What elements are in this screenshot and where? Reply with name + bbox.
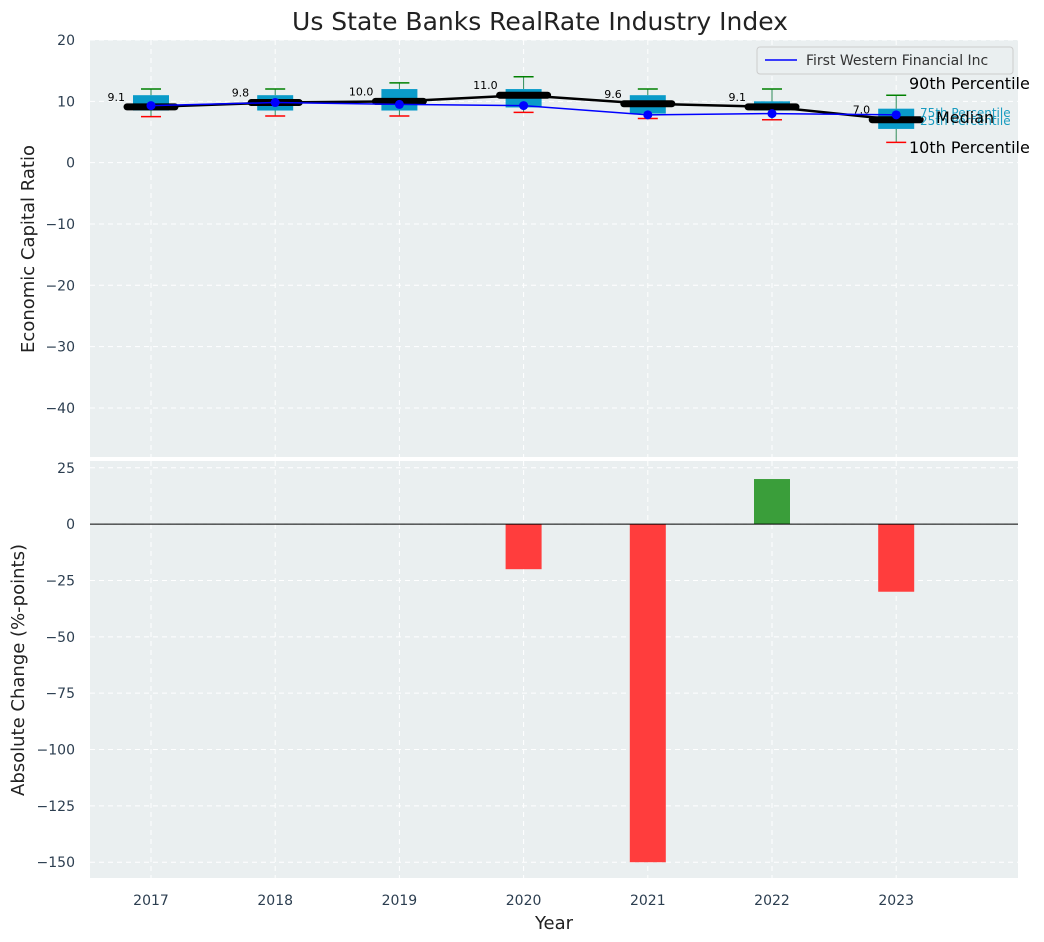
- x-tick-2022: 2022: [754, 893, 790, 909]
- top-y-ticks: 20 10 0 −10 −20 −30 −40: [45, 33, 75, 417]
- median-label-2019: 10.0: [349, 85, 374, 98]
- bottom-panel: 25 0 −25 −50 −75 −100 −125 −150 Absolute Change…: [8, 461, 1018, 934]
- median-label-2020: 11.0: [473, 79, 498, 92]
- bottom-y-tick-label: −50: [45, 630, 75, 646]
- bottom-y-tick-label: −100: [37, 743, 75, 759]
- bar-2022: [754, 479, 790, 525]
- legend-label: First Western Financial Inc: [806, 53, 988, 69]
- x-tick-2019: 2019: [382, 893, 418, 909]
- label-10th-percentile: 10th Percentile: [909, 138, 1030, 157]
- top-y-tick-label: −40: [45, 401, 75, 417]
- bar-2021: [629, 524, 666, 863]
- median-value-labels: 9.1 9.8 10.0 11.0 9.6 9.1 7.0: [108, 79, 871, 117]
- bottom-gridlines: [90, 461, 1018, 878]
- top-y-tick-label: 0: [66, 156, 75, 172]
- top-gridlines: [90, 39, 1018, 457]
- label-75th-percentile: 75th Percentile: [920, 106, 1011, 120]
- bottom-y-tick-label: 25: [57, 461, 75, 477]
- bottom-y-tick-label: −150: [37, 855, 75, 871]
- top-y-axis-label: Economic Capital Ratio: [18, 145, 39, 353]
- legend-box: [756, 46, 1014, 75]
- label-90th-percentile: 90th Percentile: [909, 74, 1030, 93]
- x-tick-2020: 2020: [506, 893, 542, 909]
- bottom-y-tick-label: 0: [66, 517, 75, 533]
- company-point-2019: [394, 99, 404, 109]
- median-label-2018: 9.8: [232, 87, 250, 100]
- chart-title: Us State Banks RealRate Industry Index: [292, 7, 788, 36]
- median-label-2021: 9.6: [604, 88, 622, 101]
- x-axis-label: Year: [534, 913, 574, 934]
- median-label-2023: 7.0: [853, 104, 871, 117]
- company-point-2020: [519, 101, 529, 111]
- bottom-y-tick-label: −125: [37, 799, 75, 815]
- bottom-y-axis-label: Absolute Change (%-points): [8, 544, 29, 796]
- company-point-2021: [643, 110, 653, 120]
- company-point-2023: [891, 110, 901, 120]
- top-y-tick-label: −10: [45, 217, 75, 233]
- label-25th-percentile: 25th Percentile: [920, 114, 1011, 128]
- legend: First Western Financial Inc: [756, 46, 1014, 75]
- x-tick-2023: 2023: [878, 893, 914, 909]
- bottom-y-tick-label: −25: [45, 573, 75, 589]
- x-tick-2021: 2021: [630, 893, 666, 909]
- top-y-tick-label: −30: [45, 340, 75, 356]
- company-point-2022: [767, 109, 777, 119]
- bottom-y-tick-label: −75: [45, 686, 75, 702]
- x-tick-2017: 2017: [133, 893, 169, 909]
- top-y-tick-label: 20: [57, 33, 75, 49]
- median-label-2017: 9.1: [108, 91, 126, 104]
- percentile-labels: 90th Percentile 75th Percentile 25th Per…: [909, 74, 1030, 157]
- label-median: Median: [936, 108, 994, 127]
- company-point-2017: [146, 101, 156, 111]
- company-series-points: [146, 98, 901, 120]
- change-bars: [505, 479, 915, 863]
- x-tick-2018: 2018: [257, 893, 293, 909]
- company-point-2018: [270, 98, 280, 108]
- x-ticks: 2017 2018 2019 2020 2021 2022 2023: [133, 893, 914, 909]
- top-plot-area: [90, 40, 1018, 457]
- top-y-tick-label: 10: [57, 94, 75, 110]
- bar-2020: [505, 524, 542, 570]
- top-y-tick-label: −20: [45, 278, 75, 294]
- bar-2023: [878, 524, 915, 592]
- bottom-y-ticks: 25 0 −25 −50 −75 −100 −125 −150: [37, 461, 75, 871]
- top-panel: 20 10 0 −10 −20 −30 −40 Economic Capital Ratio…: [18, 33, 1030, 457]
- bottom-plot-area: [90, 461, 1018, 878]
- median-label-2022: 9.1: [729, 91, 747, 104]
